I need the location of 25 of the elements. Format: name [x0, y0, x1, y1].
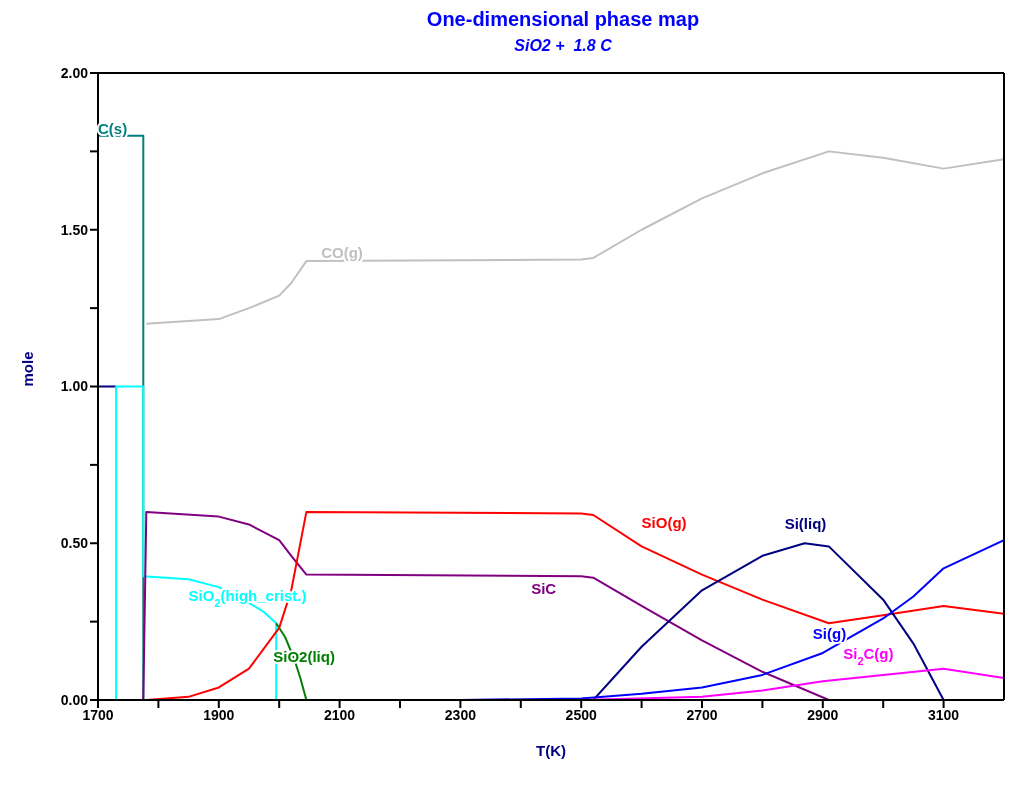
y-axis-title: mole: [19, 351, 37, 387]
x-tick-label: 2300: [444, 706, 477, 723]
x-tick-label: 2500: [565, 706, 597, 723]
x-axis-title: T(K): [536, 742, 566, 759]
chart-title: One-dimensional phase map: [425, 8, 701, 31]
x-tick-label: 1900: [203, 706, 235, 723]
series-label: Si(g): [812, 624, 847, 642]
line-series: [592, 542, 945, 700]
x-tick-label: 1700: [82, 706, 114, 723]
x-tick-label: 2100: [324, 706, 356, 723]
chart-subtitle: SiO2 + 1.8 C: [513, 37, 613, 55]
y-tick-label: 0.00: [60, 691, 89, 708]
series-label: Si(liq): [784, 515, 827, 533]
x-tick-label: 2700: [686, 706, 718, 723]
x-tick-label: 3100: [928, 706, 960, 723]
x-tick-label: 2900: [807, 706, 839, 723]
line-series: [145, 150, 1004, 325]
y-tick-label: 0.50: [60, 535, 89, 552]
y-tick-label: 1.00: [60, 378, 89, 395]
series-label: CO(g): [321, 243, 363, 261]
y-tick-label: 2.00: [60, 64, 89, 81]
y-tick-label: 1.50: [60, 221, 89, 238]
series-label: Si$_{2}$C(g): [843, 644, 894, 667]
series-label: SiO(g): [641, 514, 687, 532]
series-label: SiC: [531, 580, 557, 598]
